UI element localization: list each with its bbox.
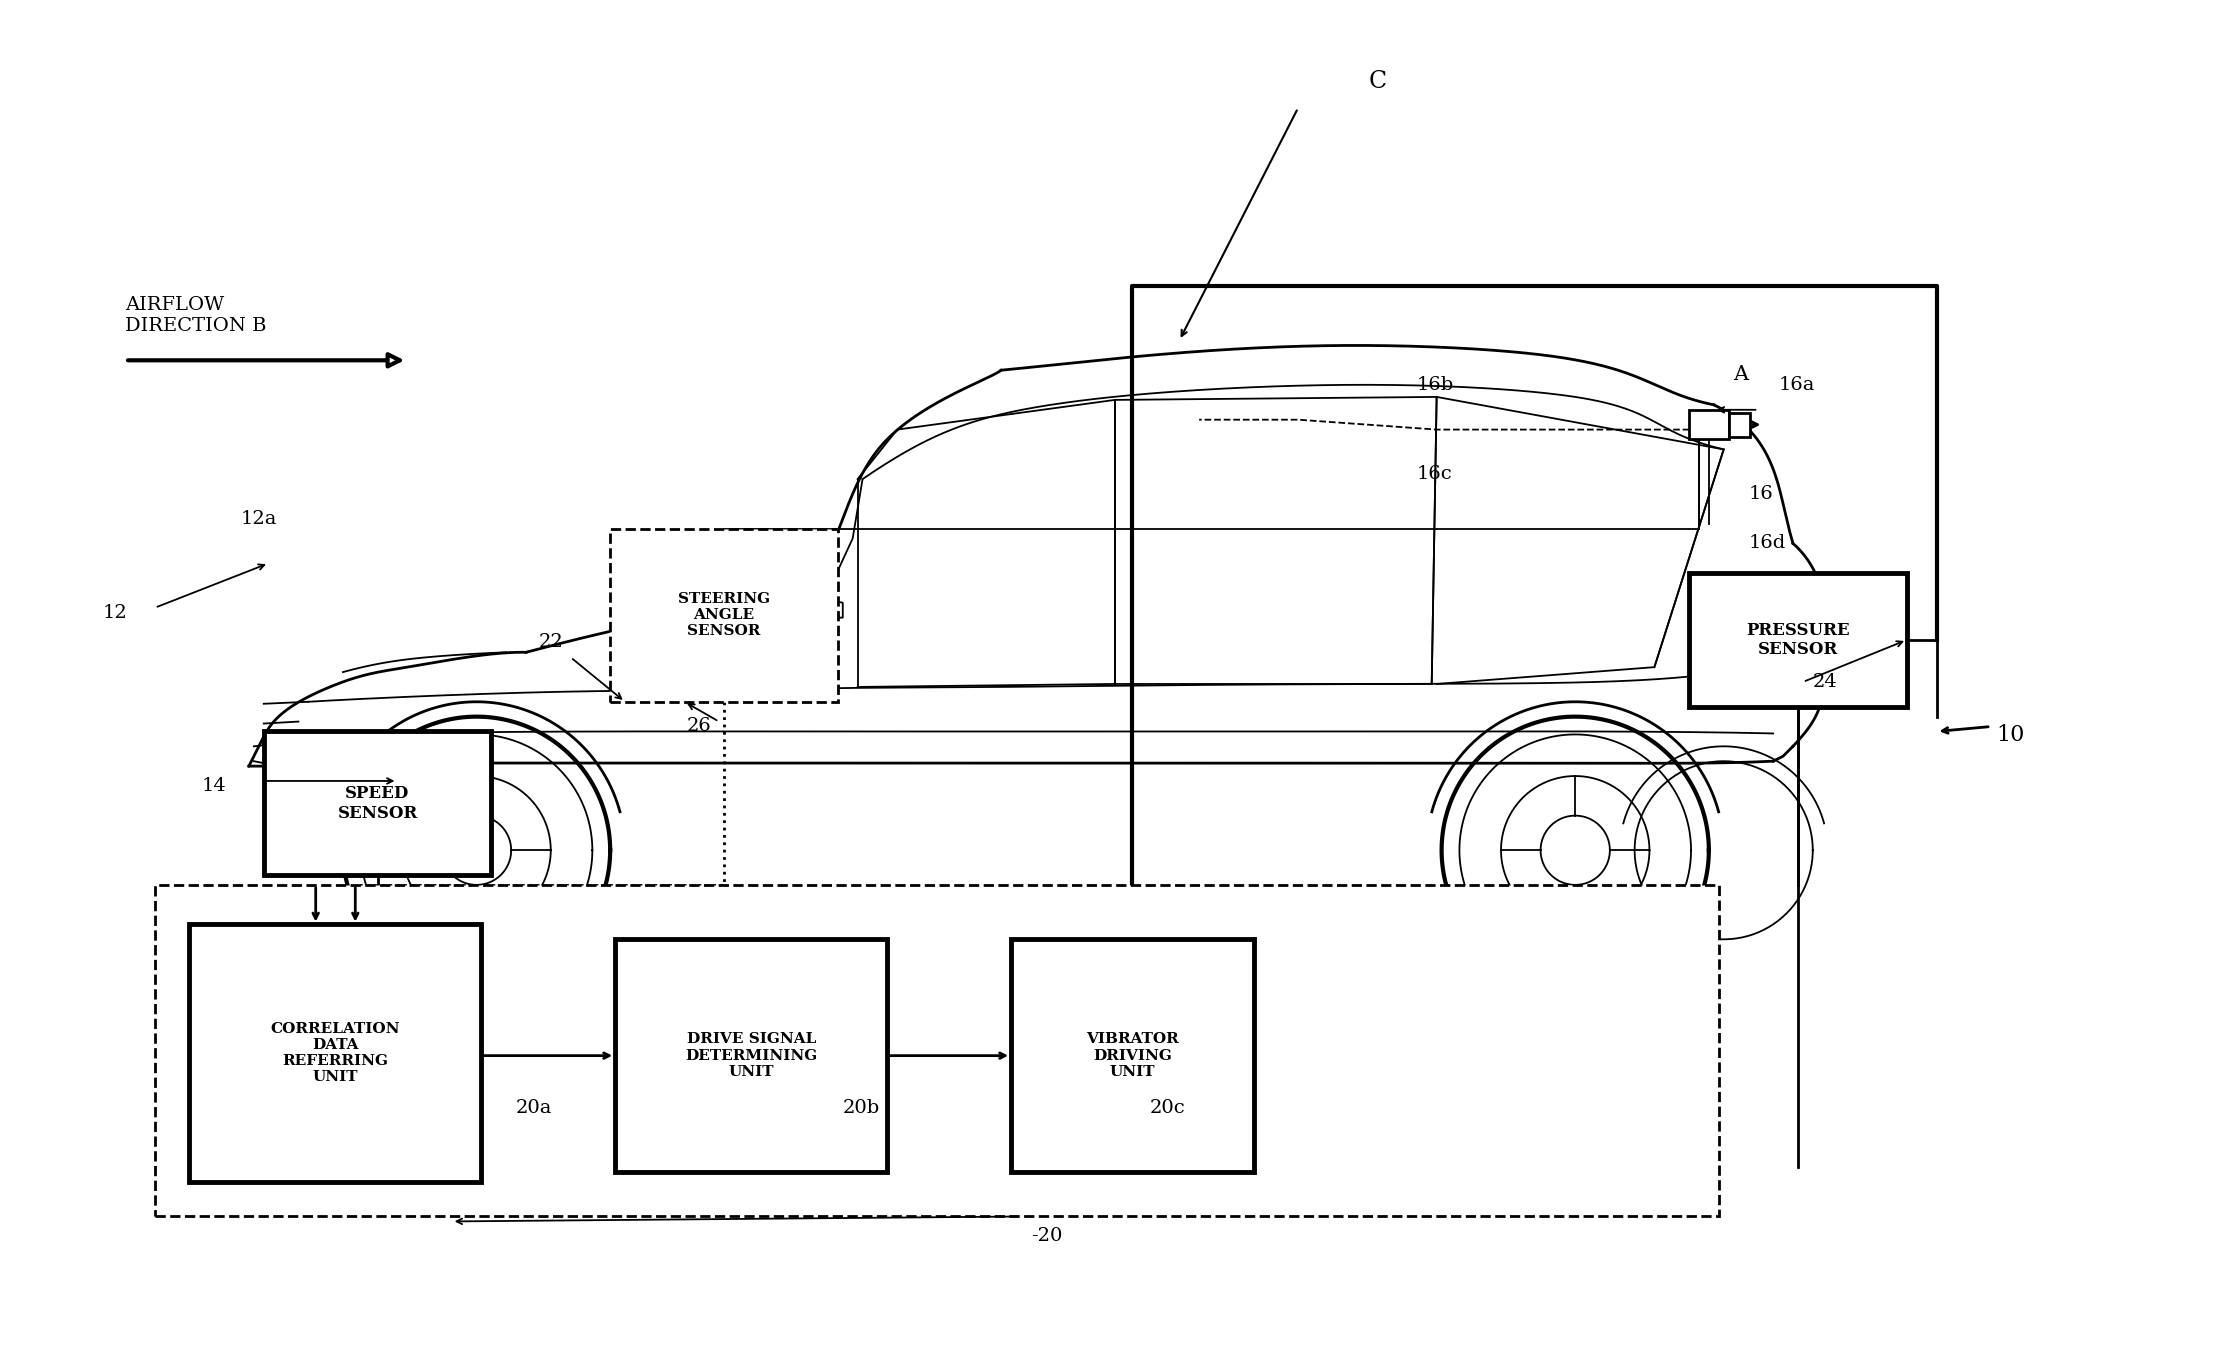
Text: A: A (1734, 365, 1750, 384)
Text: 10: 10 (1996, 725, 2025, 746)
Text: 16d: 16d (1750, 534, 1785, 553)
Bar (189, 925, 482, 1182)
Text: CORRELATION
DATA
REFERRING
UNIT: CORRELATION DATA REFERRING UNIT (271, 1022, 400, 1084)
Bar (609, 528, 838, 701)
Bar (1689, 410, 1729, 440)
Text: AIRFLOW
DIRECTION B: AIRFLOW DIRECTION B (124, 297, 267, 335)
Text: 26: 26 (687, 718, 711, 735)
Text: -20: -20 (1031, 1227, 1063, 1245)
Text: 12a: 12a (240, 509, 278, 527)
Text: 16c: 16c (1416, 464, 1452, 484)
Text: 14: 14 (202, 776, 227, 795)
Bar (1729, 413, 1750, 436)
Text: 16b: 16b (1416, 376, 1454, 394)
Text: SPEED
SENSOR: SPEED SENSOR (338, 785, 418, 821)
Text: 20b: 20b (843, 1099, 880, 1117)
Text: DRIVE SIGNAL
DETERMINING
UNIT: DRIVE SIGNAL DETERMINING UNIT (685, 1032, 818, 1079)
Text: 20a: 20a (516, 1099, 554, 1117)
Text: VIBRATOR
DRIVING
UNIT: VIBRATOR DRIVING UNIT (1085, 1032, 1178, 1079)
Text: 16a: 16a (1778, 376, 1814, 394)
Text: 20c: 20c (1149, 1099, 1185, 1117)
Bar (616, 940, 887, 1171)
Bar (156, 885, 1718, 1216)
Text: STEERING
ANGLE
SENSOR: STEERING ANGLE SENSOR (678, 592, 769, 639)
Text: 12: 12 (102, 603, 127, 621)
Text: PRESSURE
SENSOR: PRESSURE SENSOR (1745, 621, 1850, 658)
Text: 22: 22 (538, 633, 562, 651)
Bar (1011, 940, 1254, 1171)
Text: 16: 16 (1750, 485, 1774, 503)
Bar (265, 731, 491, 874)
Text: C: C (1367, 69, 1387, 93)
Text: 24: 24 (1812, 673, 1838, 691)
Bar (1689, 573, 1907, 707)
